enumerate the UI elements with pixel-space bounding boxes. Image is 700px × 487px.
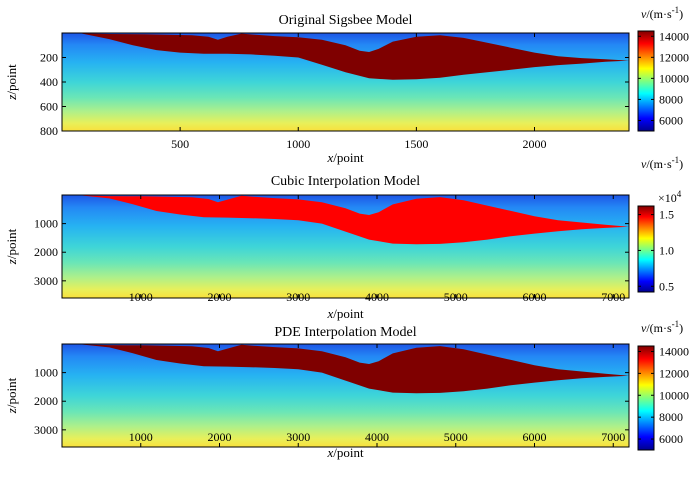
x-tick-label: 5000: [444, 290, 468, 304]
plot-frame: [61, 343, 630, 448]
colorbar-label: v/(m·s-1): [641, 5, 683, 21]
x-tick-label: 4000: [365, 430, 389, 444]
plot-frame: [61, 194, 630, 299]
panel-pde-interpolation: PDE Interpolation Model 1000 2000 3000 4000 5…: [4, 319, 689, 460]
panel-cubic-interpolation: Cubic Interpolation Model 1000 2000 3000 400…: [4, 155, 683, 321]
y-tick-label: 600: [40, 100, 58, 114]
x-tick-label: 500: [171, 137, 189, 151]
y-tick-label: 3000: [34, 423, 58, 437]
salt-body: [80, 195, 629, 245]
x-tick-label: 1000: [129, 290, 153, 304]
x-tick-label: 1000: [129, 430, 153, 444]
colorbar-tick-label: 14000: [659, 29, 689, 43]
colorbar-tick-label: 10000: [659, 388, 689, 402]
x-tick-label: 3000: [286, 290, 310, 304]
x-tick-label: 7000: [601, 430, 625, 444]
x-tick-label: 6000: [523, 430, 547, 444]
colorbar-tick-label: 8000: [659, 92, 683, 106]
salt-body: [80, 344, 629, 394]
colorbar-tick-label: 6000: [659, 113, 683, 127]
x-axis-label: x/point: [326, 306, 364, 321]
x-tick-label: 2000: [208, 430, 232, 444]
x-tick-label: 2000: [523, 137, 547, 151]
x-tick-label: 6000: [523, 290, 547, 304]
y-axis-label: z/point: [4, 64, 19, 101]
colorbar-label: v/(m·s-1): [641, 155, 683, 171]
x-axis-label: x/point: [326, 150, 364, 165]
x-axis-label: x/point: [326, 445, 364, 460]
colorbar: [637, 345, 655, 451]
colorbar-tick-label: 6000: [659, 432, 683, 446]
chart-title: PDE Interpolation Model: [274, 325, 416, 340]
colorbar-tick-label: 10000: [659, 71, 689, 85]
colorbar-multiplier: ×104: [658, 189, 682, 205]
y-axis-label: z/point: [4, 228, 19, 265]
chart-title: Original Sigsbee Model: [279, 13, 413, 28]
colorbar-tick-label: 0.5: [659, 279, 674, 293]
x-tick-label: 2000: [208, 290, 232, 304]
y-tick-label: 800: [40, 124, 58, 138]
x-tick-label: 4000: [365, 290, 389, 304]
colorbar-tick-label: 12000: [659, 366, 689, 380]
y-tick-label: 200: [40, 51, 58, 65]
colorbar-tick-label: 8000: [659, 410, 683, 424]
colorbar-tick-label: 14000: [659, 344, 689, 358]
x-tick-label: 3000: [286, 430, 310, 444]
colorbar: [637, 30, 655, 132]
y-tick-label: 1000: [34, 366, 58, 380]
colorbar: [637, 205, 655, 293]
x-tick-label: 7000: [601, 290, 625, 304]
x-tick-label: 5000: [444, 430, 468, 444]
y-tick-label: 2000: [34, 394, 58, 408]
panel-original-sigsbee: Original Sigsbee Model 500 1000 1500 2000 200…: [4, 5, 689, 165]
colorbar-tick-label: 1.5: [659, 208, 674, 222]
salt-body: [80, 33, 629, 80]
y-axis-label: z/point: [4, 377, 19, 414]
y-tick-label: 3000: [34, 274, 58, 288]
x-tick-label: 1000: [286, 137, 310, 151]
colorbar-tick-label: 12000: [659, 50, 689, 64]
chart-title: Cubic Interpolation Model: [271, 174, 420, 189]
x-tick-label: 1500: [404, 137, 428, 151]
y-tick-label: 2000: [34, 245, 58, 259]
y-tick-label: 400: [40, 75, 58, 89]
colorbar-label: v/(m·s-1): [641, 319, 683, 335]
colorbar-tick-label: 1.0: [659, 243, 674, 257]
y-tick-label: 1000: [34, 217, 58, 231]
